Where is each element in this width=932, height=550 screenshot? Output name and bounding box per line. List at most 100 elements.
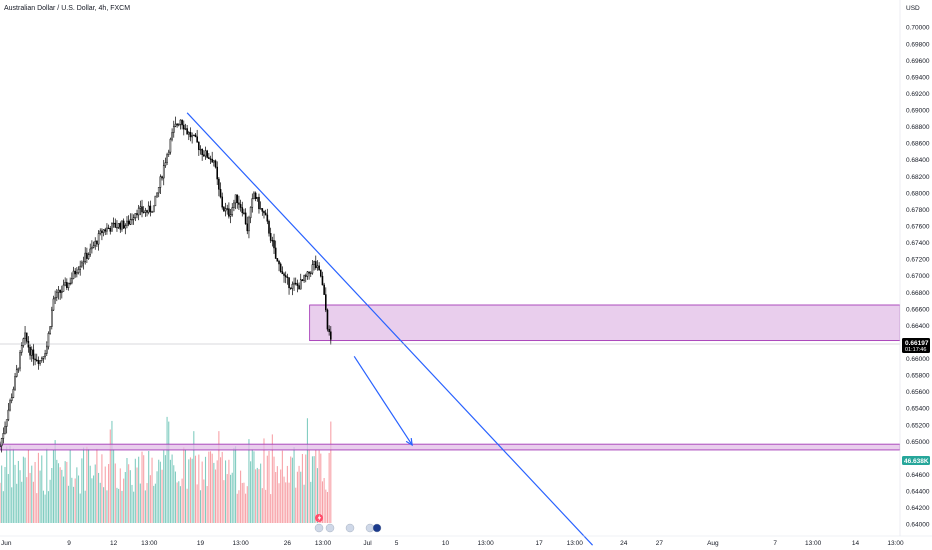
volume-bar bbox=[54, 440, 56, 523]
time-tick-label: Aug bbox=[707, 540, 719, 547]
volume-bar bbox=[204, 456, 207, 523]
candle-body bbox=[42, 356, 45, 359]
candle-body bbox=[218, 178, 220, 190]
volume-bar bbox=[310, 481, 312, 523]
price-scale-ticks: 0.70000 0.69800 0.69600 0.69400 0.69200 0.690… bbox=[906, 25, 930, 529]
volume-bar bbox=[285, 482, 287, 523]
us-flag-icon[interactable] bbox=[325, 523, 335, 533]
candle-body bbox=[29, 346, 31, 356]
candle-body bbox=[166, 154, 168, 163]
volume-bar bbox=[221, 451, 223, 523]
candle-body bbox=[162, 165, 165, 179]
candle-body bbox=[99, 230, 102, 234]
volume-bar bbox=[61, 469, 63, 523]
volume-bar bbox=[123, 478, 125, 523]
candle-body bbox=[32, 349, 35, 360]
volume-bar bbox=[179, 486, 181, 523]
candle-body bbox=[188, 132, 190, 135]
candles bbox=[0, 116, 332, 453]
volume-bar bbox=[93, 475, 95, 523]
volume-bar bbox=[39, 470, 41, 523]
time-tick-label: 13:00 bbox=[567, 540, 584, 547]
candle-body bbox=[253, 192, 255, 199]
candle-body bbox=[52, 298, 55, 311]
volume-bar bbox=[245, 493, 247, 523]
volume-bar bbox=[240, 470, 242, 523]
us-flag-icon[interactable] bbox=[345, 523, 355, 533]
candle-body bbox=[45, 346, 48, 354]
candle-body bbox=[146, 210, 148, 213]
time-tick-label: 13:00 bbox=[141, 540, 158, 547]
volume-bar bbox=[181, 478, 183, 523]
zones bbox=[0, 304, 901, 451]
bar-countdown: 01:17:46 bbox=[905, 347, 926, 353]
volume-bar bbox=[248, 439, 250, 523]
volume-bar bbox=[216, 460, 218, 523]
volume-bar bbox=[66, 461, 68, 523]
time-tick-label: 13:00 bbox=[478, 540, 495, 547]
candle-body bbox=[151, 211, 153, 213]
candle-body bbox=[164, 162, 167, 166]
time-axis-ticks[interactable]: Jun 9 12 13:00 19 13:00 26 13:00 Jul 5 10 13:00 17 13… bbox=[1, 540, 904, 547]
time-tick-label: 13:00 bbox=[232, 540, 249, 547]
us-flag-icon[interactable] bbox=[314, 523, 324, 533]
candle-body bbox=[294, 282, 297, 285]
volume-bar bbox=[186, 488, 188, 523]
candle-body bbox=[261, 208, 264, 212]
time-tick-label: Jul bbox=[363, 540, 372, 547]
volume-bar bbox=[243, 482, 245, 523]
candle-body bbox=[303, 275, 305, 281]
candle-body bbox=[17, 367, 20, 371]
candle-body bbox=[278, 261, 280, 265]
volume-bar bbox=[189, 457, 192, 523]
candle-body bbox=[251, 198, 254, 208]
candle-body bbox=[313, 261, 315, 265]
price-tick-label: 0.64600 bbox=[906, 472, 930, 479]
volume-bar bbox=[306, 418, 308, 523]
volume-bar bbox=[288, 482, 290, 523]
candle-body bbox=[244, 212, 247, 225]
candle-body bbox=[62, 284, 65, 292]
price-tick-label: 0.64200 bbox=[906, 505, 930, 512]
time-tick-label: Jun bbox=[1, 540, 12, 547]
candle-body bbox=[271, 240, 274, 242]
price-tick-label: 0.67200 bbox=[906, 257, 930, 264]
candle-body bbox=[301, 279, 304, 281]
volume-bar bbox=[263, 438, 265, 523]
candle-body bbox=[119, 223, 122, 230]
candle-body bbox=[221, 196, 224, 208]
volume-bar bbox=[321, 481, 324, 523]
candle-body bbox=[209, 158, 212, 160]
volume-bar bbox=[261, 488, 263, 523]
volume-bar bbox=[7, 474, 9, 523]
time-tick-label: 14 bbox=[852, 540, 860, 547]
time-tick-label: 12 bbox=[110, 540, 118, 547]
volume-bar bbox=[31, 465, 33, 523]
volume-bar bbox=[191, 458, 193, 523]
volume-bar bbox=[188, 459, 190, 523]
candle-body bbox=[141, 206, 143, 213]
candle-body bbox=[206, 150, 208, 158]
volume-bar bbox=[328, 452, 330, 523]
candle-body bbox=[314, 261, 317, 268]
candle-body bbox=[111, 223, 113, 232]
volume-bar bbox=[201, 461, 203, 523]
us-flag-icon[interactable] bbox=[365, 523, 375, 533]
candle-body bbox=[208, 157, 210, 160]
candle-body bbox=[86, 252, 88, 259]
volume-bar bbox=[71, 477, 73, 523]
au-flag-icon[interactable] bbox=[372, 523, 382, 533]
volume-bar bbox=[21, 481, 23, 523]
candle-body bbox=[129, 219, 132, 225]
volume-bar bbox=[225, 460, 227, 523]
volume-bar bbox=[138, 456, 140, 523]
volume-bar bbox=[231, 472, 233, 523]
volume-bar bbox=[158, 459, 160, 523]
price-tick-label: 0.70000 bbox=[906, 25, 930, 32]
volume-bar bbox=[154, 483, 156, 523]
price-tick-label: 0.68200 bbox=[906, 174, 930, 181]
price-tick-label: 0.65200 bbox=[906, 422, 930, 429]
event-markers[interactable] bbox=[314, 514, 382, 533]
candle-body bbox=[112, 222, 115, 225]
